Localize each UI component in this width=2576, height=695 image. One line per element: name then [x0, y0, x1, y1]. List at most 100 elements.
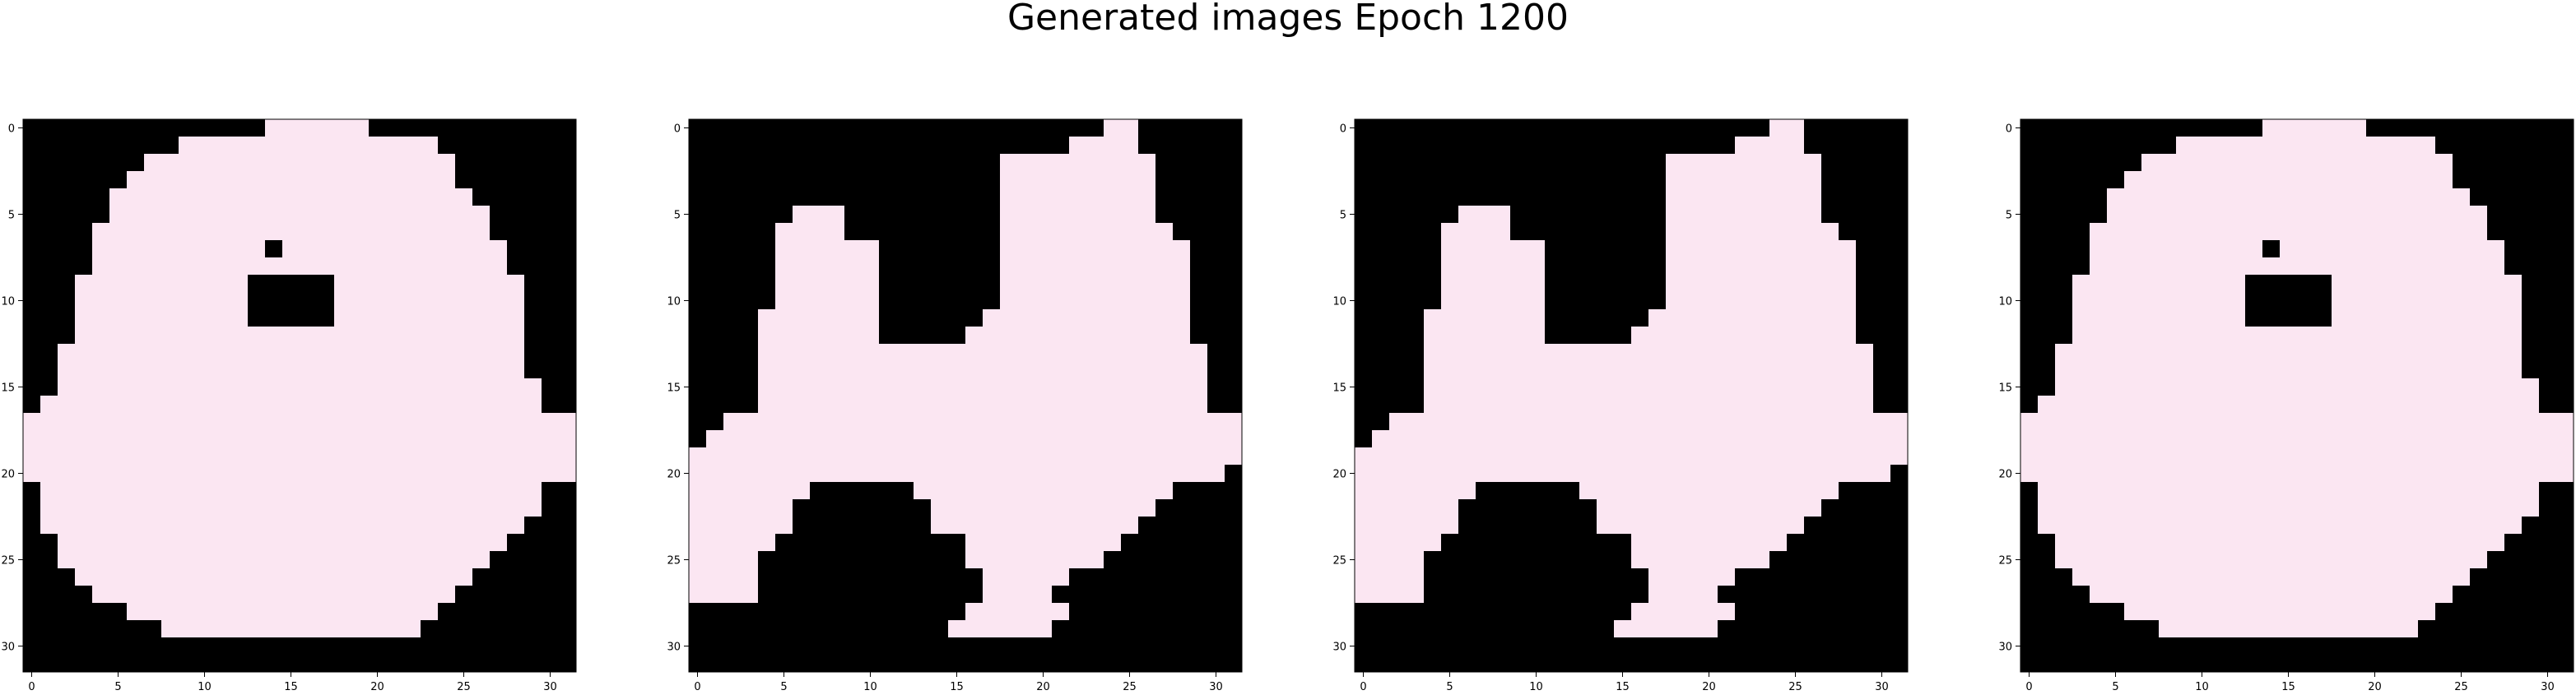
image-pixel	[1510, 257, 1527, 275]
image-pixel	[741, 413, 758, 430]
image-pixel	[2159, 499, 2176, 517]
image-pixel	[248, 378, 265, 396]
image-pixel	[490, 378, 507, 396]
image-pixel	[931, 413, 948, 430]
image-pixel	[1441, 257, 1458, 275]
image-pixel	[2539, 465, 2556, 482]
image-pixel	[455, 257, 472, 275]
image-pixel	[1104, 171, 1121, 188]
image-pixel	[793, 378, 810, 396]
x-tick-label: 25	[457, 681, 471, 693]
image-pixel	[2124, 568, 2141, 586]
image-pixel	[2418, 378, 2435, 396]
image-pixel	[438, 482, 455, 499]
image-pixel	[1017, 620, 1035, 637]
image-pixel	[1718, 292, 1735, 309]
image-pixel	[1000, 275, 1017, 292]
image-pixel	[2349, 517, 2366, 534]
image-pixel	[2159, 154, 2176, 171]
image-pixel	[2314, 551, 2332, 568]
image-pixel	[1121, 361, 1138, 378]
image-pixel	[1086, 413, 1104, 430]
image-pixel	[1458, 396, 1476, 413]
image-pixel	[1458, 465, 1476, 482]
image-pixel	[1017, 327, 1035, 344]
image-pixel	[179, 603, 196, 620]
image-pixel	[2314, 188, 2332, 206]
y-tick-label: 15	[1998, 382, 2012, 395]
image-pixel	[2314, 154, 2332, 171]
image-pixel	[1769, 240, 1787, 257]
image-pixel	[1138, 447, 1155, 465]
image-pixel	[2297, 378, 2314, 396]
image-pixel	[2124, 378, 2141, 396]
image-pixel	[2245, 206, 2262, 223]
image-pixel	[827, 465, 844, 482]
image-pixel	[58, 430, 75, 447]
image-pixel	[1718, 482, 1735, 499]
image-pixel	[386, 240, 403, 257]
image-pixel	[507, 361, 524, 378]
image-pixel	[1017, 240, 1035, 257]
image-pixel	[1138, 344, 1155, 361]
image-pixel	[2297, 482, 2314, 499]
image-pixel	[2504, 275, 2522, 292]
axes-frame	[2020, 118, 2574, 673]
image-pixel	[127, 603, 144, 620]
image-pixel	[386, 447, 403, 465]
image-pixel	[2159, 361, 2176, 378]
image-pixel	[1683, 378, 1700, 396]
image-pixel	[2314, 499, 2332, 517]
image-pixel	[300, 361, 317, 378]
image-pixel	[490, 240, 507, 257]
image-pixel	[1579, 344, 1597, 361]
image-pixel	[1000, 603, 1017, 620]
image-pixel	[472, 344, 490, 361]
y-tick-label: 15	[1332, 382, 1346, 395]
image-pixel	[282, 206, 300, 223]
image-pixel	[351, 223, 369, 240]
image-pixel	[1839, 413, 1856, 430]
image-pixel	[334, 223, 351, 240]
image-pixel	[455, 240, 472, 257]
image-pixel	[1389, 430, 1407, 447]
image-pixel	[2176, 292, 2193, 309]
image-pixel	[1683, 344, 1700, 361]
image-pixel	[317, 465, 334, 482]
image-pixel	[2211, 309, 2228, 327]
image-pixel	[1718, 568, 1735, 586]
image-pixel	[472, 327, 490, 344]
image-pixel	[1527, 430, 1545, 447]
image-pixel	[1527, 361, 1545, 378]
image-pixel	[1086, 327, 1104, 344]
image-pixel	[2487, 257, 2504, 275]
image-pixel	[351, 447, 369, 465]
image-pixel	[524, 465, 542, 482]
image-pixel	[2193, 586, 2211, 603]
image-pixel	[1666, 465, 1683, 482]
image-pixel	[2332, 482, 2349, 499]
image-pixel	[1683, 620, 1700, 637]
image-pixel	[403, 413, 421, 430]
image-pixel	[351, 396, 369, 413]
image-pixel	[2141, 240, 2159, 257]
image-pixel	[2211, 344, 2228, 361]
image-pixel	[2211, 292, 2228, 309]
image-pixel	[109, 223, 127, 240]
image-pixel	[2418, 257, 2435, 275]
image-pixel	[2280, 534, 2297, 551]
image-pixel	[179, 344, 196, 361]
image-pixel	[1856, 344, 1873, 361]
image-pixel	[213, 188, 230, 206]
image-pixel	[965, 396, 983, 413]
image-pixel	[1787, 275, 1804, 292]
image-pixel	[1035, 430, 1052, 447]
image-pixel	[2487, 413, 2504, 430]
image-pixel	[1890, 430, 1908, 447]
image-pixel	[1804, 413, 1821, 430]
image-pixel	[2262, 188, 2280, 206]
image-pixel	[2332, 413, 2349, 430]
image-pixel	[1069, 551, 1086, 568]
image-pixel	[896, 447, 914, 465]
image-pixel	[931, 396, 948, 413]
